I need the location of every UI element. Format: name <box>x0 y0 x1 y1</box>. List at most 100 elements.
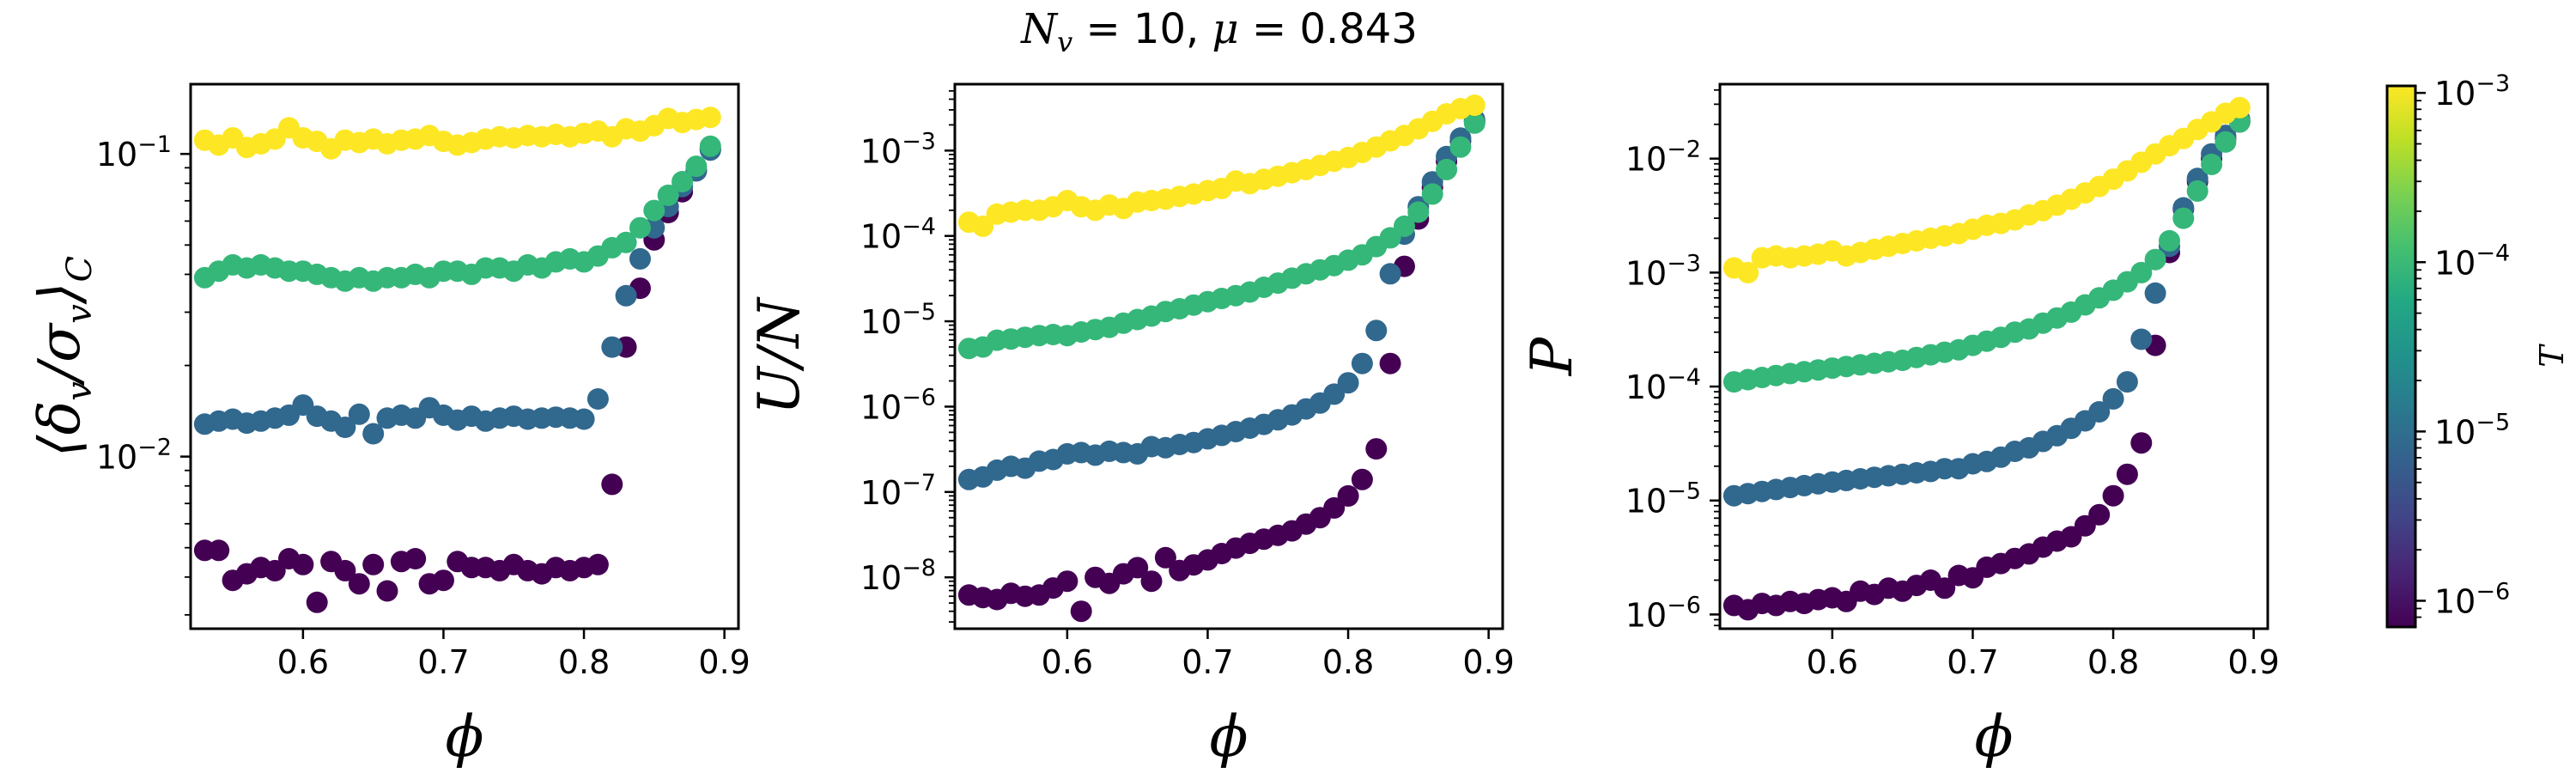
data-point <box>586 388 609 410</box>
x-axis-label: ϕ <box>1975 703 2014 770</box>
y-axis-label: P <box>1519 336 1585 376</box>
data-point <box>1056 570 1078 593</box>
series-3 <box>193 135 721 292</box>
panel-1: 0.6 0.7 0.8 0.9 10−1 10−2 ϕ ⟨δv/σv⟩C <box>27 82 750 770</box>
y-tick-label: 10−2 <box>96 435 172 477</box>
plot-frame <box>953 82 1504 630</box>
data-point <box>2102 387 2124 410</box>
data-point <box>2186 180 2208 202</box>
data-point <box>601 473 623 496</box>
data-point <box>573 408 595 430</box>
x-tick-label: 0.9 <box>2227 643 2279 681</box>
data-point <box>2130 432 2153 454</box>
x-axis-label: ϕ <box>1210 703 1249 770</box>
data-point <box>643 199 665 222</box>
data-point <box>334 559 356 581</box>
colorbar-gradient <box>2387 86 2415 627</box>
data-point <box>348 403 370 425</box>
data-point <box>1737 261 1759 283</box>
data-point <box>2130 261 2153 283</box>
y-tick-label: 10−5 <box>860 299 936 341</box>
x-tick-label: 0.6 <box>277 643 329 681</box>
colorbar-label: T <box>2533 344 2571 368</box>
data-point <box>586 553 609 575</box>
panel-2-points <box>957 94 1485 623</box>
x-tick-label: 0.8 <box>558 643 610 681</box>
data-point <box>1337 372 1359 394</box>
data-point <box>376 580 398 602</box>
data-point <box>264 559 286 581</box>
data-point <box>972 215 994 237</box>
x-tick-label: 0.7 <box>1947 643 1998 681</box>
data-point <box>699 135 721 157</box>
x-tick-label: 0.6 <box>1807 643 1858 681</box>
panel-3: 0.6 0.7 0.8 0.9 10−2 10−3 10−4 10−5 10−6 ϕ P <box>1519 82 2280 770</box>
colorbar-tick-label: 10−3 <box>2434 70 2510 113</box>
colorbar: 10−3 10−4 10−5 10−6 T <box>2385 70 2571 629</box>
data-point <box>2130 328 2153 350</box>
data-point <box>1140 570 1163 593</box>
data-point <box>2088 401 2111 423</box>
data-point <box>404 548 427 569</box>
data-point <box>2215 131 2237 153</box>
y-tick-label: 10−1 <box>96 131 172 173</box>
y-tick-label: 10−7 <box>860 470 936 512</box>
series-1 <box>193 137 721 613</box>
data-point <box>699 107 721 129</box>
y-tick-label: 10−2 <box>1625 137 1701 179</box>
plot-frame <box>189 82 740 630</box>
data-point <box>1127 557 1149 579</box>
data-point <box>1379 352 1401 374</box>
data-point <box>1463 112 1485 134</box>
data-point <box>362 553 385 575</box>
data-point <box>1351 468 1373 490</box>
x-tick-label: 0.7 <box>417 643 469 681</box>
x-tick-label: 0.9 <box>1462 643 1514 681</box>
x-tick-label: 0.8 <box>2087 643 2139 681</box>
data-point <box>1436 158 1458 180</box>
y-axis-label: U/N <box>746 296 812 415</box>
x-tick-label: 0.9 <box>698 643 750 681</box>
data-point <box>685 155 708 178</box>
colorbar-tick-label: 10−5 <box>2434 409 2510 451</box>
panel-2: 0.6 0.7 0.8 0.9 10−3 10−4 10−5 10−6 10−7 10−8 ϕ U/N <box>746 82 1515 770</box>
data-point <box>2144 282 2166 304</box>
data-point <box>2201 153 2223 175</box>
data-point <box>601 336 623 358</box>
data-point <box>1394 215 1415 237</box>
data-point <box>208 539 230 562</box>
data-point <box>629 216 651 239</box>
data-point <box>1365 438 1388 460</box>
data-point <box>1463 94 1485 116</box>
x-tick-label: 0.7 <box>1182 643 1233 681</box>
data-point <box>1449 136 1472 158</box>
colorbar-tick-label: 10−4 <box>2434 240 2510 282</box>
plot-frame <box>1718 82 2269 630</box>
series-4 <box>193 107 721 160</box>
series-2 <box>193 139 721 445</box>
data-point <box>2159 229 2180 252</box>
data-point <box>306 591 328 613</box>
data-point <box>1934 577 1956 600</box>
data-point <box>292 553 314 575</box>
series-3 <box>957 112 1485 360</box>
data-point <box>2228 96 2251 119</box>
y-tick-label: 10−3 <box>1625 250 1701 292</box>
y-tick-label: 10−8 <box>860 555 936 597</box>
x-axis-label: ϕ <box>446 703 484 770</box>
y-axis-label: ⟨δv/σv⟩C <box>27 256 100 457</box>
data-point <box>615 231 637 253</box>
data-point <box>433 569 454 592</box>
data-point <box>2116 371 2138 393</box>
series-4 <box>957 94 1485 237</box>
colorbar-tick-label: 10−6 <box>2434 578 2510 620</box>
data-point <box>2088 503 2111 526</box>
series-3 <box>1722 111 2251 393</box>
data-point <box>1351 352 1373 374</box>
y-tick-label: 10−5 <box>1625 478 1701 520</box>
figure-title: Nv = 10, μ = 0.843 <box>1020 5 1418 58</box>
data-point <box>657 184 679 206</box>
data-point <box>2116 463 2138 485</box>
series-4 <box>1722 96 2251 283</box>
